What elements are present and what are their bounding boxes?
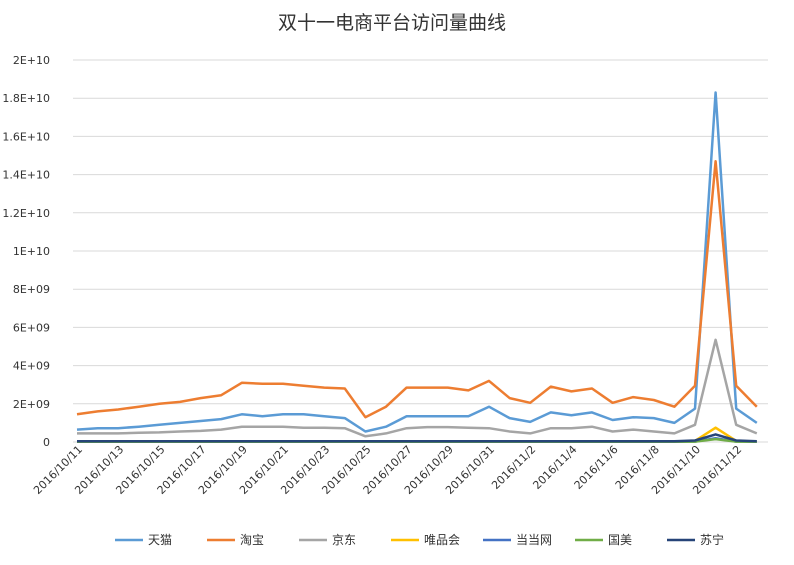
chart-title: 双十一电商平台访问量曲线 (278, 12, 506, 34)
gridlines (73, 59, 768, 405)
legend-label: 京东 (332, 533, 356, 547)
x-axis-tick-labels: 2016/10/112016/10/132016/10/152016/10/17… (31, 443, 744, 497)
y-tick-label: 4E+09 (13, 360, 50, 373)
legend-label: 苏宁 (700, 532, 724, 547)
legend-label: 当当网 (516, 533, 552, 547)
series-line-唯品会 (77, 426, 757, 443)
y-tick-label: 1.2E+10 (2, 207, 50, 220)
series-line-天猫 (76, 91, 758, 433)
legend-label: 天猫 (148, 533, 172, 547)
y-tick-label: 1.8E+10 (2, 92, 50, 105)
legend-label: 国美 (608, 533, 632, 547)
y-tick-label: 2E+09 (13, 398, 50, 411)
series-lines (76, 91, 758, 444)
y-tick-label: 8E+09 (13, 283, 50, 296)
y-tick-label: 2E+10 (13, 54, 50, 67)
series-line-苏宁 (77, 433, 757, 443)
legend: 天猫 淘宝 京东 唯品会 当当网 国美 苏宁 (115, 532, 724, 547)
y-tick-label: 1.4E+10 (2, 169, 50, 182)
y-axis-tick-labels: 0 2E+09 4E+09 6E+09 8E+09 1E+10 1.2E+10 1.4E+10… (2, 54, 50, 449)
y-tick-label: 6E+09 (13, 321, 50, 334)
legend-label: 唯品会 (424, 533, 460, 547)
y-tick-label: 1.6E+10 (2, 130, 50, 143)
legend-label: 淘宝 (240, 533, 264, 547)
y-tick-label: 0 (43, 436, 50, 449)
series-line-淘宝 (76, 159, 758, 419)
series-line-京东 (77, 338, 758, 438)
y-tick-label: 1E+10 (13, 245, 50, 258)
